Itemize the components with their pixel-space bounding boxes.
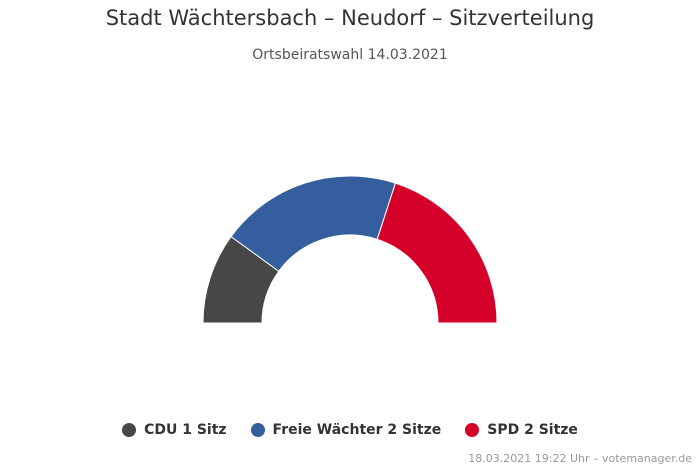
legend: CDU 1 Sitz Freie Wächter 2 Sitze SPD 2 S…	[0, 422, 700, 438]
chart-subtitle: Ortsbeiratswahl 14.03.2021	[252, 47, 448, 63]
legend-item-spd[interactable]: SPD 2 Sitze	[465, 422, 578, 438]
legend-item-cdu[interactable]: CDU 1 Sitz	[122, 422, 227, 438]
legend-marker	[250, 423, 265, 437]
legend-marker	[122, 423, 137, 437]
legend-label: Freie Wächter 2 Sitze	[272, 422, 442, 438]
credits-link[interactable]: 18.03.2021 19:22 Uhr – votemanager.de	[468, 452, 692, 465]
chart-title: Stadt Wächtersbach – Neudorf – Sitzverte…	[105, 6, 595, 30]
legend-marker	[465, 423, 480, 437]
slice-spd[interactable]	[376, 182, 498, 324]
legend-label: CDU 1 Sitz	[144, 422, 227, 438]
legend-label: SPD 2 Sitze	[487, 422, 578, 438]
legend-item-freie-waechter[interactable]: Freie Wächter 2 Sitze	[250, 422, 442, 438]
